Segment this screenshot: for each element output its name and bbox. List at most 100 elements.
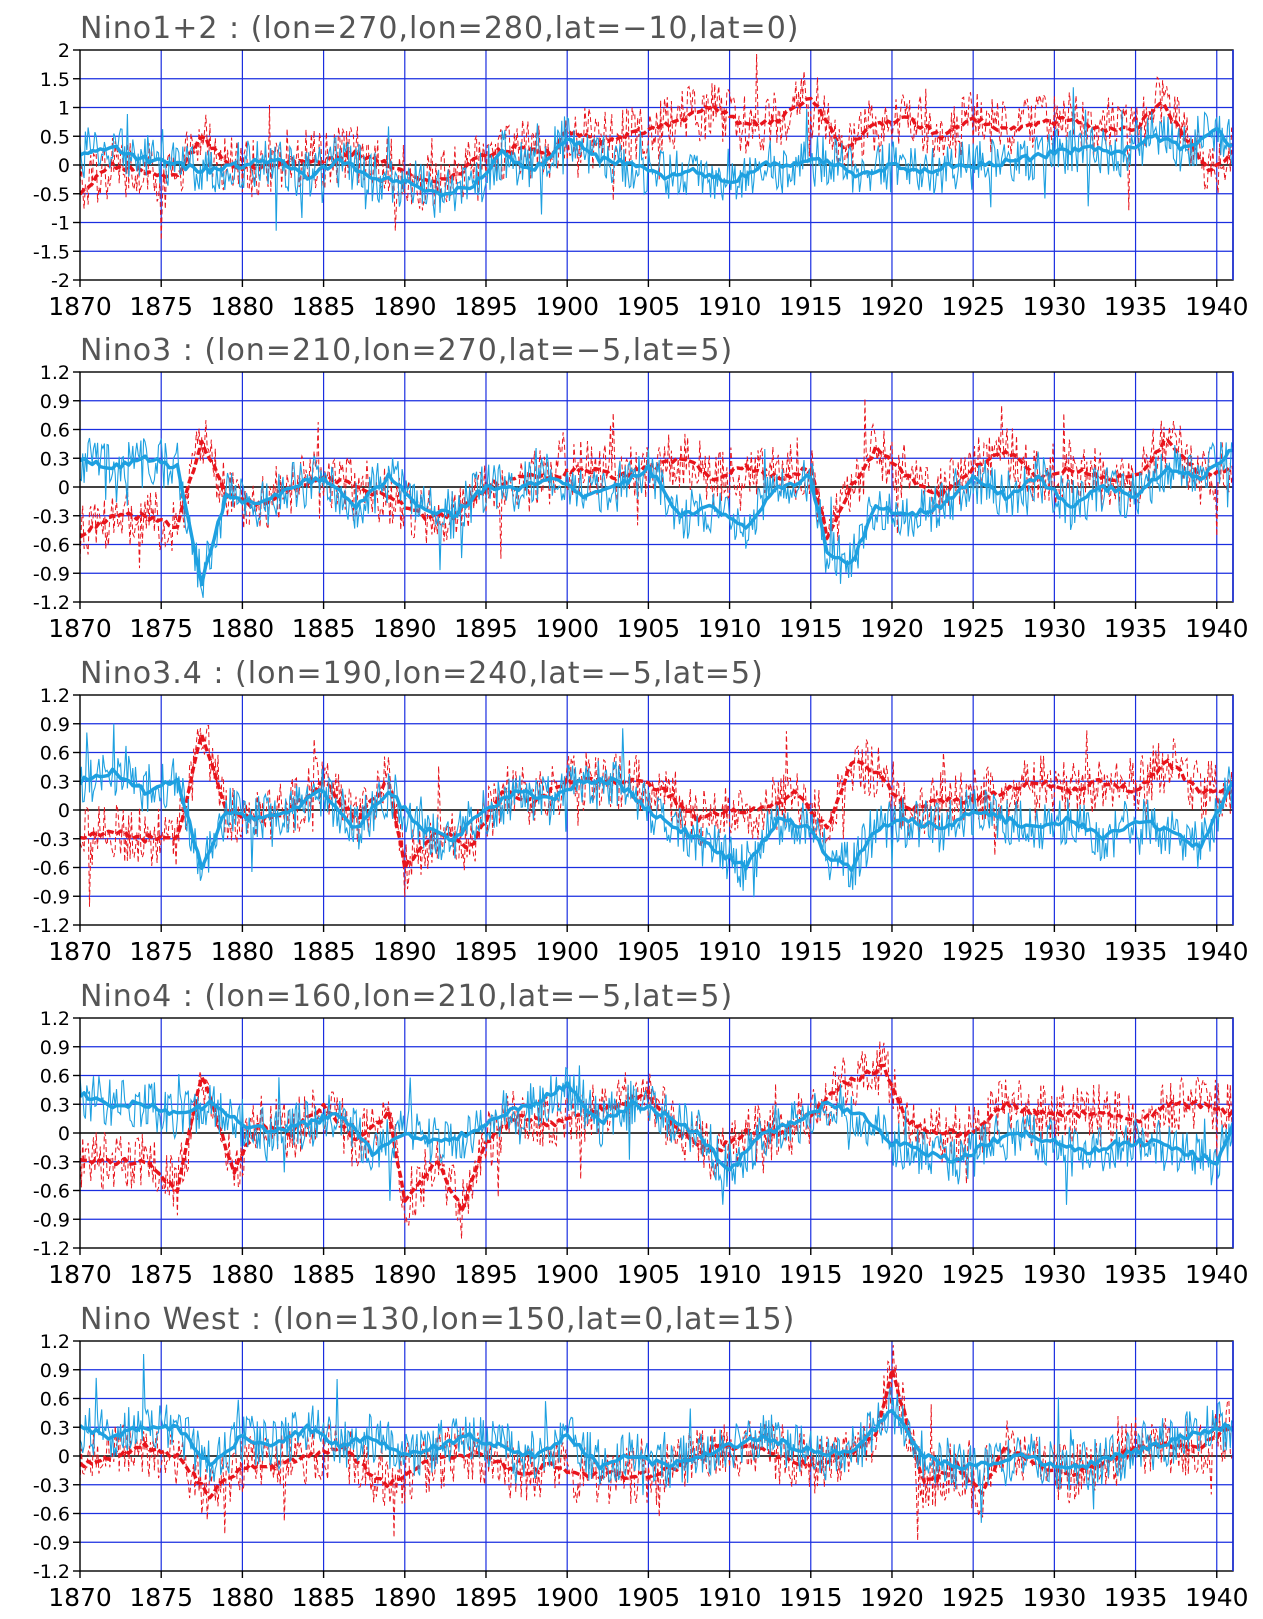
- y-tick-label: 0.6: [40, 420, 70, 442]
- y-tick-label: -0.3: [33, 1475, 70, 1497]
- x-tick-label: 1870: [48, 292, 112, 321]
- x-tick-label: 1900: [535, 292, 599, 321]
- y-tick-label: -0.6: [33, 1181, 70, 1203]
- plot-area: [80, 399, 1233, 598]
- x-tick-label: 1875: [129, 1260, 193, 1289]
- panel-title: Nino3.4 : (lon=190,lon=240,lat=−5,lat=5): [80, 656, 764, 691]
- x-tick-label: 1920: [860, 1583, 924, 1612]
- x-tick-label: 1915: [779, 614, 843, 643]
- x-tick-label: 1920: [860, 1260, 924, 1289]
- x-tick-label: 1940: [1185, 292, 1249, 321]
- x-tick-label: 1875: [129, 1583, 193, 1612]
- y-tick-label: -0.9: [33, 886, 70, 908]
- y-tick-label: -1: [51, 213, 70, 235]
- y-tick-label: 0.6: [40, 743, 70, 765]
- x-tick-label: 1875: [129, 292, 193, 321]
- x-tick-label: 1885: [292, 614, 356, 643]
- y-tick-label: -0.6: [33, 858, 70, 880]
- y-tick-label: 0: [58, 800, 70, 822]
- y-tick-label: 0.3: [40, 448, 70, 470]
- panel-title: Nino4 : (lon=160,lon=210,lat=−5,lat=5): [80, 979, 733, 1014]
- y-tick-label: -1.2: [33, 915, 70, 937]
- y-tick-label: 0.6: [40, 1066, 70, 1088]
- y-tick-label: -0.9: [33, 563, 70, 585]
- plot-area: [80, 1041, 1233, 1238]
- x-tick-label: 1940: [1185, 937, 1249, 966]
- y-tick-label: 1.2: [40, 1008, 70, 1030]
- x-tick-label: 1940: [1185, 614, 1249, 643]
- red-smoothed-line: [80, 1066, 1233, 1212]
- x-tick-label: 1935: [1104, 292, 1168, 321]
- x-tick-label: 1890: [373, 1260, 437, 1289]
- x-tick-label: 1935: [1104, 937, 1168, 966]
- y-tick-label: -1.2: [33, 1561, 70, 1583]
- x-tick-label: 1910: [698, 614, 762, 643]
- x-tick-label: 1895: [454, 614, 518, 643]
- panel-4: Nino4 : (lon=160,lon=210,lat=−5,lat=5) 1.…: [33, 979, 1249, 1289]
- panel-5: Nino West : (lon=130,lon=150,lat=0,lat=1…: [33, 1302, 1249, 1612]
- x-tick-label: 1885: [292, 1583, 356, 1612]
- x-tick-label: 1925: [941, 1583, 1005, 1612]
- x-tick-label: 1935: [1104, 1583, 1168, 1612]
- y-tick-label: 2: [58, 40, 70, 62]
- y-tick-label: -1.2: [33, 1238, 70, 1260]
- y-tick-label: 0: [58, 1123, 70, 1145]
- x-tick-label: 1895: [454, 1583, 518, 1612]
- y-tick-label: -0.3: [33, 829, 70, 851]
- y-tick-label: 0: [58, 155, 70, 177]
- x-tick-label: 1920: [860, 614, 924, 643]
- x-tick-label: 1890: [373, 937, 437, 966]
- x-tick-label: 1870: [48, 1583, 112, 1612]
- y-tick-label: 1.2: [40, 1331, 70, 1353]
- x-tick-label: 1870: [48, 937, 112, 966]
- x-tick-label: 1900: [535, 937, 599, 966]
- panel-title: Nino West : (lon=130,lon=150,lat=0,lat=1…: [80, 1302, 795, 1337]
- x-tick-label: 1880: [211, 614, 275, 643]
- blue-smoothed-line: [80, 1083, 1233, 1170]
- x-tick-label: 1895: [454, 1260, 518, 1289]
- x-tick-label: 1935: [1104, 614, 1168, 643]
- y-tick-label: 0.3: [40, 1417, 70, 1439]
- x-tick-label: 1885: [292, 292, 356, 321]
- x-tick-label: 1895: [454, 937, 518, 966]
- x-tick-label: 1910: [698, 292, 762, 321]
- x-tick-label: 1915: [779, 292, 843, 321]
- y-tick-label: -0.9: [33, 1209, 70, 1231]
- x-tick-label: 1900: [535, 1260, 599, 1289]
- x-tick-label: 1890: [373, 292, 437, 321]
- y-tick-label: -0.9: [33, 1532, 70, 1554]
- red-smoothed-line: [80, 441, 1233, 539]
- x-tick-label: 1925: [941, 292, 1005, 321]
- x-tick-label: 1930: [1023, 1260, 1087, 1289]
- y-tick-label: -0.3: [33, 1152, 70, 1174]
- y-tick-label: 1: [58, 98, 70, 120]
- y-tick-label: -0.3: [33, 506, 70, 528]
- panel-1: Nino1+2 : (lon=270,lon=280,lat=−10,lat=0…: [33, 11, 1249, 321]
- y-tick-label: 0.9: [40, 714, 70, 736]
- x-tick-label: 1930: [1023, 614, 1087, 643]
- y-tick-label: -2: [51, 270, 70, 292]
- plot-area: [80, 54, 1233, 240]
- x-tick-label: 1870: [48, 1260, 112, 1289]
- x-tick-label: 1870: [48, 614, 112, 643]
- red-monthly-trace: [80, 54, 1233, 240]
- x-tick-label: 1880: [211, 1583, 275, 1612]
- x-tick-label: 1910: [698, 1583, 762, 1612]
- red-monthly-trace: [80, 399, 1233, 569]
- y-tick-label: 0: [58, 1446, 70, 1468]
- x-tick-label: 1910: [698, 1260, 762, 1289]
- plot-area: [80, 1345, 1233, 1540]
- y-tick-label: -0.6: [33, 1504, 70, 1526]
- x-tick-label: 1875: [129, 614, 193, 643]
- y-tick-label: 0.5: [40, 126, 70, 148]
- x-tick-label: 1895: [454, 292, 518, 321]
- x-tick-label: 1880: [211, 1260, 275, 1289]
- y-tick-label: 0: [58, 477, 70, 499]
- x-tick-label: 1925: [941, 614, 1005, 643]
- x-tick-label: 1940: [1185, 1583, 1249, 1612]
- y-tick-label: 1.2: [40, 362, 70, 384]
- panel-title: Nino1+2 : (lon=270,lon=280,lat=−10,lat=0…: [80, 11, 800, 46]
- panel-title: Nino3 : (lon=210,lon=270,lat=−5,lat=5): [80, 333, 733, 368]
